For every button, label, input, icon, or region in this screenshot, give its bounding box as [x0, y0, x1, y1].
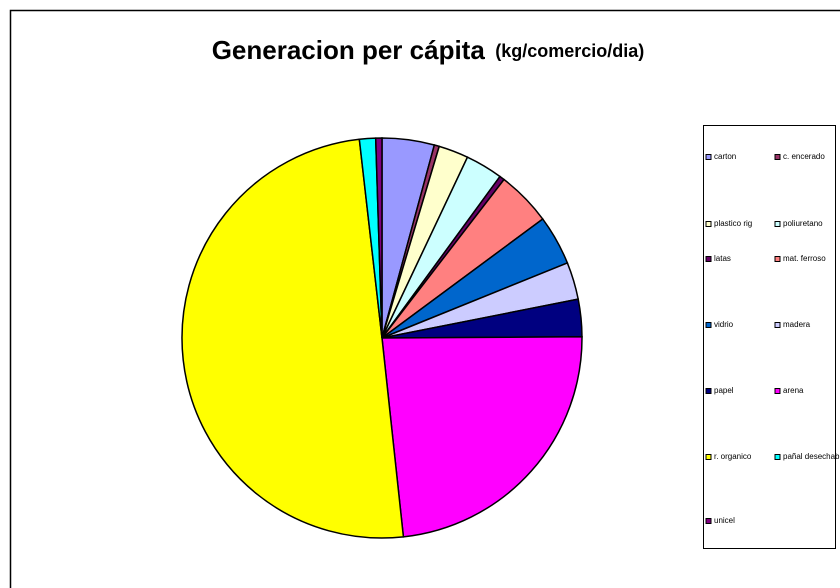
- legend-swatch: [774, 388, 781, 394]
- legend-box: [703, 125, 836, 549]
- legend-label: vidrio: [714, 320, 734, 329]
- pie-slice: [374, 137, 383, 339]
- legend-swatch: [774, 256, 781, 262]
- legend-label: unicel: [714, 516, 735, 525]
- legend-swatch: [705, 454, 712, 460]
- legend-label: poliuretano: [783, 219, 823, 228]
- chart-subtitle: (kg/comercio/dia): [495, 41, 644, 61]
- legend-swatch: [705, 518, 712, 524]
- legend-swatch: [705, 221, 712, 227]
- legend-swatch: [705, 322, 712, 328]
- legend-swatch: [705, 154, 712, 160]
- pie-slice: [381, 335, 583, 538]
- legend-label: arena: [783, 386, 804, 395]
- legend-swatch: [774, 154, 781, 160]
- legend-label: pañal desechable: [783, 452, 840, 461]
- legend-label: madera: [783, 320, 811, 329]
- legend-label: plastico rig: [714, 219, 752, 228]
- legend-label: c. encerado: [783, 152, 825, 161]
- legend-swatch: [705, 388, 712, 394]
- legend-swatch: [774, 322, 781, 328]
- legend-label: papel: [714, 386, 734, 395]
- legend-label: r. organico: [714, 452, 752, 461]
- legend-label: latas: [714, 254, 731, 263]
- legend-label: mat. ferroso: [783, 254, 826, 263]
- legend-swatch: [774, 221, 781, 227]
- pie-slice: [181, 138, 405, 539]
- legend-label: carton: [714, 152, 736, 161]
- chart-title-group: Generacion per cápita (kg/comercio/dia): [212, 35, 645, 65]
- legend-swatch: [774, 454, 781, 460]
- chart-title: Generacion per cápita: [212, 35, 486, 65]
- legend-swatch: [705, 256, 712, 262]
